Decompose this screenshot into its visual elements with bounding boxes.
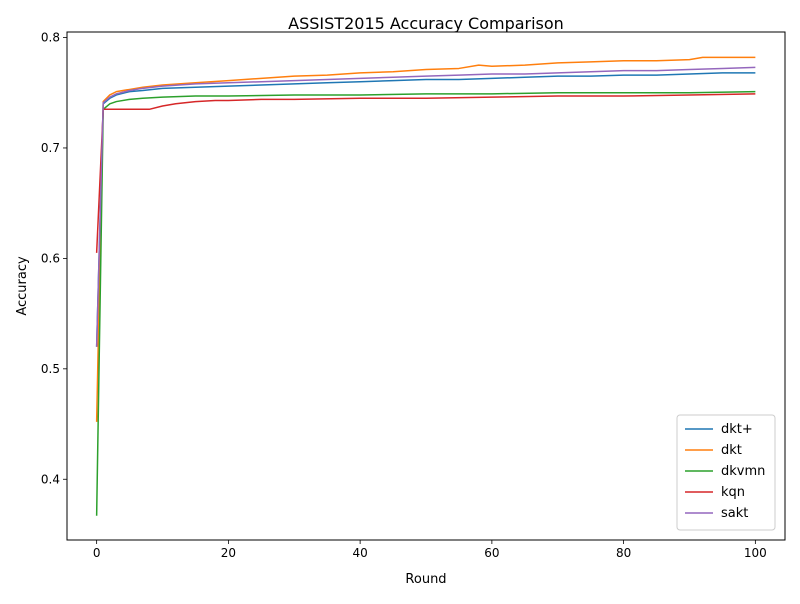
y-tick-label: 0.4 (41, 472, 60, 486)
y-tick-label: 0.8 (41, 31, 60, 45)
y-tick-label: 0.6 (41, 251, 60, 265)
x-tick-label: 60 (484, 546, 499, 560)
legend-label: dkt+ (721, 422, 753, 437)
legend: dkt+ dkt dkvmn kqn sakt (676, 414, 776, 531)
y-tick-label: 0.5 (41, 362, 60, 376)
series-line-sakt (95, 66, 756, 347)
legend-label: dkvmn (721, 464, 765, 479)
x-tick-label: 40 (352, 546, 367, 560)
y-axis-ticks: 0.4 0.5 0.6 0.7 0.8 (41, 31, 67, 486)
legend-label: dkt (721, 443, 742, 458)
legend-label: sakt (721, 506, 748, 521)
series-line-dkvmn (95, 90, 756, 516)
x-tick-label: 100 (744, 546, 767, 560)
plot-frame (66, 31, 786, 541)
series-line-kqn (95, 93, 756, 253)
legend-box (676, 414, 776, 531)
x-axis-label: Round (405, 572, 446, 587)
y-tick-label: 0.7 (41, 141, 60, 155)
series-line-dkt (95, 56, 756, 422)
y-axis-label: Accuracy (15, 256, 30, 316)
x-tick-label: 0 (93, 546, 101, 560)
chart-title: ASSIST2015 Accuracy Comparison (288, 14, 564, 33)
x-tick-label: 20 (221, 546, 236, 560)
x-axis-ticks: 0 20 40 60 80 100 (93, 540, 767, 560)
legend-label: kqn (721, 485, 745, 500)
plot-area (95, 56, 756, 516)
series-line-dkt- (95, 72, 756, 347)
x-tick-label: 80 (616, 546, 631, 560)
